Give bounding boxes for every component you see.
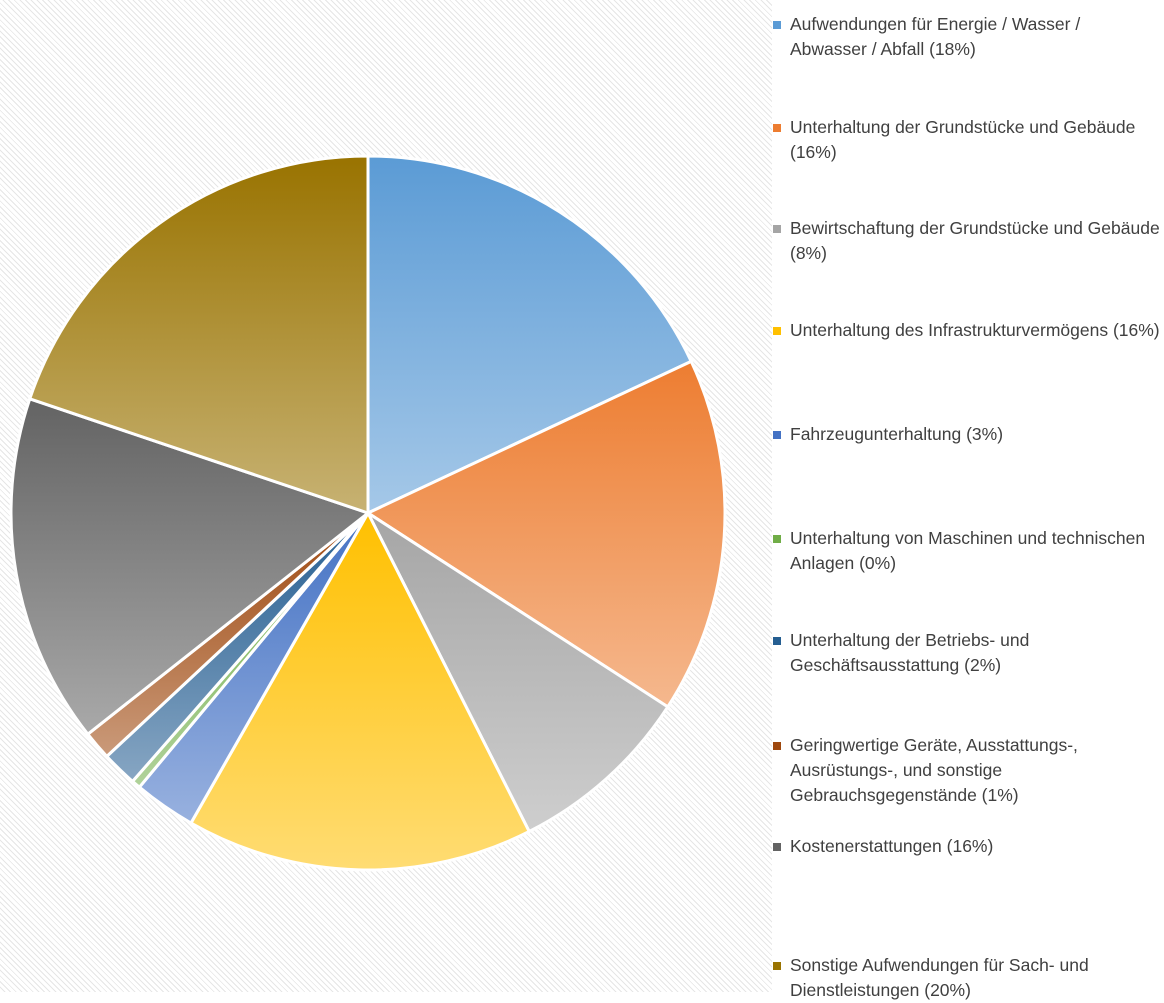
legend-label: Bewirtschaftung der Grundstücke und Gebä… [790, 218, 1160, 263]
legend-label: Aufwendungen für Energie / Wasser / Abwa… [790, 14, 1081, 59]
pie-slice [28, 154, 370, 515]
legend-marker [773, 843, 781, 851]
legend-marker [773, 962, 781, 970]
legend-label: Sonstige Aufwendungen für Sach- und Dien… [790, 955, 1089, 1000]
legend: Aufwendungen für Energie / Wasser / Abwa… [772, 0, 1164, 1000]
pie-slice [366, 359, 727, 709]
legend-label: Unterhaltung von Maschinen und technisch… [790, 528, 1146, 573]
pie-slice [9, 397, 370, 736]
legend-label: Unterhaltung der Grundstücke und Gebäude… [790, 117, 1136, 162]
legend-marker [773, 225, 781, 233]
legend-marker [773, 21, 781, 29]
legend-label: Unterhaltung der Betriebs- und Geschäfts… [790, 630, 1030, 675]
legend-marker [773, 637, 781, 645]
legend-label: Fahrzeugunterhaltung (3%) [790, 424, 1004, 444]
pie-chart [9, 154, 727, 872]
pie-slice [189, 511, 531, 872]
legend-label: Unterhaltung des Infrastrukturvermögens … [790, 320, 1160, 340]
pie-slice [366, 154, 693, 515]
legend-label: Kostenerstattungen (16%) [790, 836, 994, 856]
legend-marker [773, 742, 781, 750]
legend-marker [773, 431, 781, 439]
legend-label: Geringwertige Geräte, Ausstattungs-, Aus… [790, 735, 1078, 805]
legend-marker [773, 124, 781, 132]
legend-marker [773, 535, 781, 543]
pie-slice [366, 511, 670, 834]
legend-marker [773, 327, 781, 335]
